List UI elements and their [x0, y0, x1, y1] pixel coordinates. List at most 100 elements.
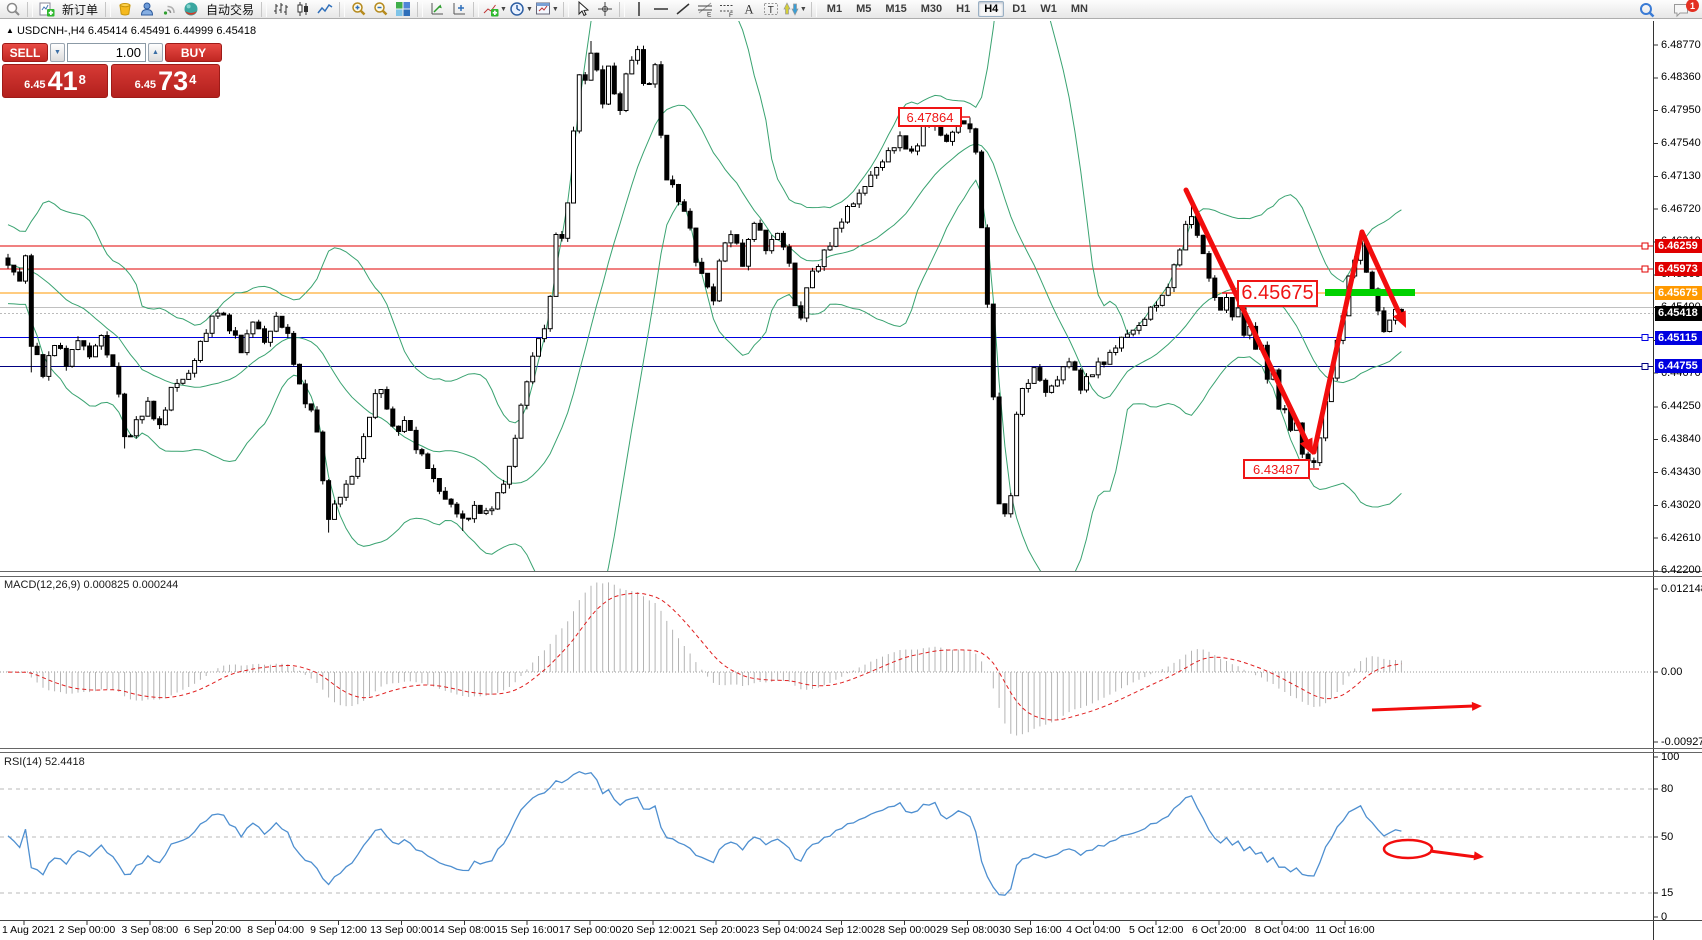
track-chart-icon[interactable]: [448, 1, 470, 18]
indicators-icon[interactable]: ▼: [482, 1, 508, 18]
time-axis-label: 11 Oct 16:00: [1315, 924, 1375, 936]
timeframe-h4[interactable]: H4: [978, 1, 1005, 17]
timeframe-m5[interactable]: M5: [856, 3, 872, 15]
new-order-button[interactable]: 新订单: [62, 2, 99, 17]
periods-clock-icon[interactable]: ▼: [508, 1, 534, 18]
timeframe-mn[interactable]: MN: [1070, 3, 1088, 15]
price-axis-tick: 6.43430: [1661, 466, 1701, 479]
zoom-out-icon[interactable]: [370, 1, 392, 18]
crosshair-icon[interactable]: [594, 1, 616, 18]
vertical-line-icon[interactable]: [628, 1, 650, 18]
volume-input[interactable]: [67, 43, 146, 62]
templates-icon[interactable]: ▼: [534, 1, 560, 18]
timeframe-d1[interactable]: D1: [1012, 3, 1027, 15]
time-axis-label: 5 Oct 12:00: [1129, 924, 1184, 936]
price-line-label[interactable]: 6.46259: [1655, 239, 1702, 254]
one-click-trading-panel: SELL ▼ ▲ BUY 6.45 41 8 6.45 73 4: [2, 43, 222, 98]
price-annotation-label[interactable]: 6.47864: [898, 107, 962, 127]
toolbar-separator: [261, 1, 268, 17]
timeframe-m1[interactable]: M1: [826, 3, 843, 15]
buy-price-big: 73: [158, 66, 189, 96]
price-line-label[interactable]: 6.45675: [1655, 285, 1702, 300]
chat-icon[interactable]: 1: [1670, 0, 1699, 18]
sell-price-button[interactable]: 6.45 41 8: [2, 64, 108, 98]
timeframe-w1[interactable]: W1: [1040, 3, 1057, 15]
symbol-title: ▲ USDCNH-,H4 6.45414 6.45491 6.44999 6.4…: [6, 25, 256, 37]
timeframe-m15[interactable]: M15: [885, 3, 907, 15]
notification-badge: 1: [1686, 0, 1699, 12]
toolbar-separator: [27, 1, 33, 17]
signals-icon[interactable]: [158, 1, 180, 18]
equidistant-channel-icon[interactable]: F: [716, 1, 738, 18]
fibonacci-icon[interactable]: E: [694, 1, 716, 18]
autotrading-button[interactable]: 自动交易: [206, 2, 255, 17]
price-line-label[interactable]: 6.45115: [1655, 330, 1702, 345]
cursor-icon[interactable]: [572, 1, 594, 18]
styler-bucket-icon[interactable]: [114, 1, 136, 18]
candles-layer[interactable]: [5, 41, 1404, 533]
tile-windows-icon[interactable]: [392, 1, 414, 18]
timeframe-m30[interactable]: M30: [920, 3, 943, 15]
bollinger-bands[interactable]: [7, 20, 1402, 640]
line-chart-icon[interactable]: [314, 1, 336, 18]
current-price-label: 6.45418: [1655, 305, 1702, 321]
volume-dropdown-icon[interactable]: ▼: [50, 43, 65, 62]
rsi-label: RSI(14) 52.4418: [4, 756, 85, 768]
time-axis-label: 28 Sep 00:00: [873, 924, 936, 936]
macd-panel[interactable]: [0, 582, 1653, 736]
text-icon[interactable]: A: [738, 1, 760, 18]
price-axis-tick: 6.43840: [1661, 433, 1701, 446]
search-icon[interactable]: [1636, 1, 1658, 18]
sell-button[interactable]: SELL: [2, 43, 48, 62]
time-axis-label: 6 Oct 20:00: [1191, 924, 1247, 936]
auto-arrange-icon[interactable]: [426, 1, 448, 18]
time-axis-label: 15 Sep 16:00: [495, 924, 559, 936]
green-highlight-segment[interactable]: [1325, 289, 1415, 296]
autotrade-globe-icon[interactable]: [180, 1, 202, 18]
rsi-panel[interactable]: [0, 770, 1653, 896]
bollinger-upper[interactable]: [7, 20, 1402, 424]
volume-spinner-icon[interactable]: ▲: [148, 43, 163, 62]
price-line-label[interactable]: 6.44755: [1655, 359, 1702, 374]
chart-area[interactable]: ▲ USDCNH-,H4 6.45414 6.45491 6.44999 6.4…: [0, 20, 1702, 940]
horizontal-line-icon[interactable]: [650, 1, 672, 18]
candlestick-chart-icon[interactable]: [292, 1, 314, 18]
print-preview-icon[interactable]: [2, 1, 24, 18]
buy-button[interactable]: BUY: [165, 43, 222, 62]
new-order-chart-icon[interactable]: [36, 1, 58, 18]
profile-icon[interactable]: [136, 1, 158, 18]
chart-canvas[interactable]: [0, 20, 1702, 940]
arrows-shapes-icon[interactable]: ▼: [782, 1, 808, 18]
sell-price-big: 41: [47, 66, 78, 96]
toolbar-separator: [473, 1, 480, 17]
rsi-axis-tick: 80: [1661, 782, 1674, 795]
text-label-icon[interactable]: T: [760, 1, 782, 18]
time-axis-label: 30 Sep 16:00: [999, 924, 1062, 936]
bollinger-middle[interactable]: [7, 104, 1402, 484]
time-axis-label: 2 Sep 00:00: [58, 924, 116, 936]
toolbar-separator: [810, 1, 817, 17]
symbol-title-text: USDCNH-,H4 6.45414 6.45491 6.44999 6.454…: [16, 25, 257, 37]
timeframe-h1[interactable]: H1: [956, 3, 971, 15]
price-axis-tick: 6.47540: [1661, 136, 1701, 149]
trend-arrow-drawing[interactable]: [1183, 187, 1406, 455]
sell-price-small: 6.45: [24, 79, 46, 91]
toolbar-right: 1: [1636, 0, 1699, 19]
time-axis-label: 24 Sep 12:00: [810, 924, 873, 936]
zoom-in-icon[interactable]: [348, 1, 370, 18]
macd-signal-line: [8, 592, 1402, 721]
trendline-icon[interactable]: [672, 1, 694, 18]
price-line-label[interactable]: 6.45973: [1655, 261, 1702, 276]
rsi-arrow-drawing[interactable]: [1382, 838, 1484, 861]
hline-markers: [1641, 242, 1649, 370]
macd-arrow-drawing[interactable]: [1371, 701, 1482, 712]
bar-chart-icon[interactable]: [270, 1, 292, 18]
macd-axis-tick: 0.00: [1661, 665, 1683, 678]
price-axis-tick: 6.44250: [1661, 400, 1701, 413]
bollinger-lower[interactable]: [7, 179, 1402, 639]
time-axis-label: 3 Sep 08:00: [121, 924, 179, 936]
price-annotation-label[interactable]: 6.45675: [1237, 280, 1318, 307]
price-annotation-label[interactable]: 6.43487: [1243, 459, 1310, 479]
buy-price-button[interactable]: 6.45 73 4: [111, 64, 220, 98]
svg-text:A: A: [744, 3, 753, 17]
